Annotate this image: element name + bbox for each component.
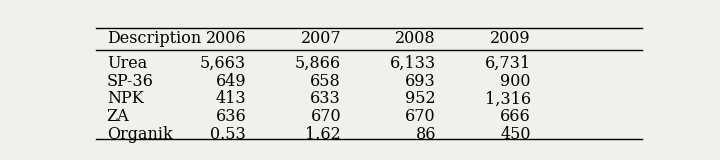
Text: Description: Description xyxy=(107,30,201,47)
Text: 670: 670 xyxy=(405,108,436,125)
Text: 5,663: 5,663 xyxy=(200,55,246,72)
Text: 900: 900 xyxy=(500,73,531,90)
Text: 0.53: 0.53 xyxy=(210,126,246,143)
Text: 450: 450 xyxy=(500,126,531,143)
Text: SP-36: SP-36 xyxy=(107,73,153,90)
Text: 952: 952 xyxy=(405,90,436,107)
Text: 658: 658 xyxy=(310,73,341,90)
Text: 633: 633 xyxy=(310,90,341,107)
Text: 6,731: 6,731 xyxy=(485,55,531,72)
Text: Urea: Urea xyxy=(107,55,147,72)
Text: 2008: 2008 xyxy=(395,30,436,47)
Text: 5,866: 5,866 xyxy=(295,55,341,72)
Text: 1.62: 1.62 xyxy=(305,126,341,143)
Text: 670: 670 xyxy=(310,108,341,125)
Text: 1,316: 1,316 xyxy=(485,90,531,107)
Text: Organik: Organik xyxy=(107,126,173,143)
Text: 649: 649 xyxy=(215,73,246,90)
Text: 666: 666 xyxy=(500,108,531,125)
Text: ZA: ZA xyxy=(107,108,130,125)
Text: NPK: NPK xyxy=(107,90,143,107)
Text: 86: 86 xyxy=(415,126,436,143)
Text: 6,133: 6,133 xyxy=(390,55,436,72)
Text: 693: 693 xyxy=(405,73,436,90)
Text: 636: 636 xyxy=(215,108,246,125)
Text: 413: 413 xyxy=(215,90,246,107)
Text: 2009: 2009 xyxy=(490,30,531,47)
Text: 2007: 2007 xyxy=(300,30,341,47)
Text: 2006: 2006 xyxy=(206,30,246,47)
